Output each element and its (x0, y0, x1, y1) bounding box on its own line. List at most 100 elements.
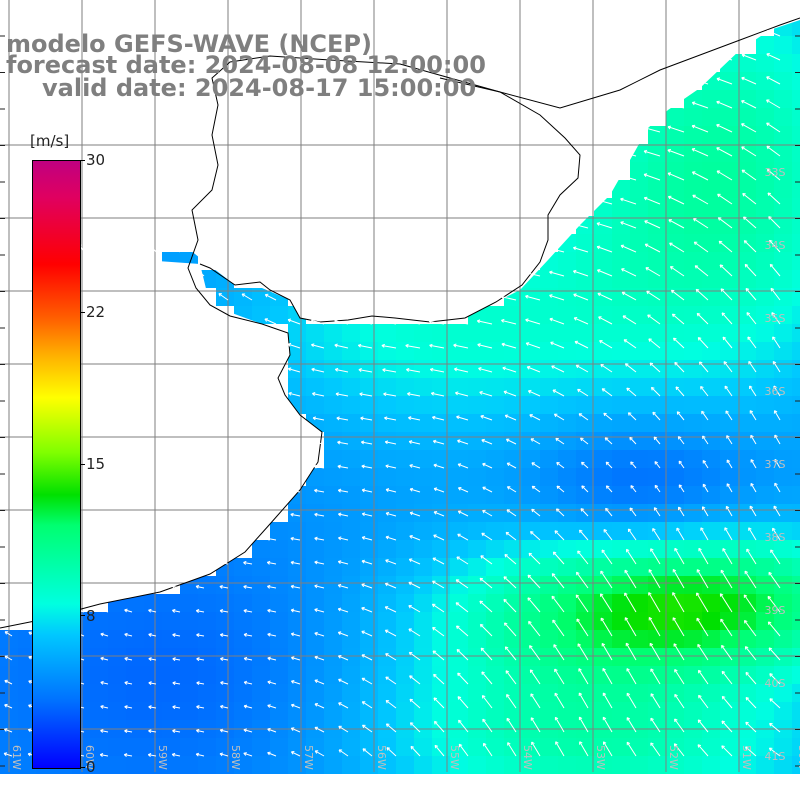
wind-cell (522, 324, 540, 342)
wind-cell (432, 540, 450, 558)
wind-arrow (718, 240, 733, 253)
wind-cell (648, 378, 666, 396)
wind-cell (558, 306, 576, 324)
wind-arrow (620, 174, 637, 181)
wind-cell (594, 234, 612, 252)
wind-cell (612, 450, 630, 468)
wind-arrow (482, 695, 493, 709)
wind-arrow (741, 54, 757, 61)
wind-arrow (626, 692, 637, 709)
wind-cell (684, 252, 702, 270)
wind-arrow (644, 127, 661, 133)
wind-cell (648, 162, 666, 180)
wind-cell (198, 756, 216, 774)
wind-cell (648, 324, 666, 342)
wind-arrow (455, 602, 469, 613)
wind-cell (468, 468, 486, 486)
wind-cell (504, 504, 522, 522)
wind-arrow (670, 266, 685, 277)
wind-cell (702, 432, 720, 450)
wind-cell (756, 162, 774, 180)
wind-cell (630, 594, 648, 612)
wind-arrow (504, 622, 517, 637)
wind-cell (234, 666, 252, 684)
wind-arrow (668, 103, 685, 109)
lon-label: 53W (594, 745, 607, 770)
wind-cell (450, 414, 468, 432)
wind-arrow (241, 293, 253, 301)
wind-cell (576, 558, 594, 576)
wind-cell (108, 630, 126, 648)
wind-arrow (578, 716, 589, 733)
wind-cell (450, 756, 468, 774)
wind-cell (306, 504, 324, 522)
wind-cell (180, 756, 198, 774)
wind-cell (360, 702, 378, 720)
wind-cell (576, 594, 594, 612)
wind-arrow (385, 583, 397, 589)
wind-cell (666, 414, 684, 432)
wind-cell (558, 450, 576, 468)
wind-cell (576, 630, 594, 648)
wind-arrow (100, 754, 109, 757)
wind-cell (792, 162, 800, 180)
wind-arrow (479, 577, 493, 589)
wind-cell (738, 522, 756, 540)
longitude-labels: 61W 60W 59W 58W 57W 56W 55W 54W 53W 52W 51W 50W (10, 745, 800, 770)
wind-cell (540, 738, 558, 756)
wind-cell (720, 486, 738, 504)
wind-cell (540, 756, 558, 774)
wind-cell (648, 288, 666, 306)
wind-arrow (691, 148, 709, 157)
wind-arrow (458, 510, 469, 517)
wind-arrow (338, 561, 349, 565)
wind-cell (792, 288, 800, 306)
wind-arrow (264, 318, 277, 325)
wind-cell (576, 756, 594, 774)
wind-cell (612, 342, 630, 360)
wind-arrow (750, 435, 757, 445)
wind-arrow (361, 607, 373, 613)
wind-arrow (553, 551, 565, 565)
wind-arrow (506, 509, 517, 517)
wind-arrow (623, 339, 637, 349)
wind-cell (522, 648, 540, 666)
wind-cell (702, 468, 720, 486)
wind-cell (522, 756, 540, 774)
wind-cell (306, 378, 324, 396)
wind-arrow (554, 717, 565, 733)
wind-arrow (577, 643, 589, 661)
wind-arrow (338, 749, 349, 757)
wind-arrow (291, 657, 301, 661)
wind-arrow (405, 345, 421, 349)
wind-cell (738, 252, 756, 270)
wind-arrow (313, 441, 325, 445)
wind-cell (720, 702, 738, 720)
wind-arrow (649, 362, 661, 373)
wind-arrow (575, 594, 589, 613)
wind-arrow (507, 486, 517, 493)
wind-cell (558, 288, 576, 306)
wind-cell (18, 630, 36, 648)
wind-arrow (505, 414, 517, 421)
wind-cell (504, 414, 522, 432)
wind-cell (468, 486, 486, 504)
wind-cell (774, 666, 792, 684)
wind-cell (792, 360, 800, 378)
colorbar-label-22: 22 (86, 303, 106, 321)
wind-cell (540, 612, 558, 630)
wind-cell (396, 594, 414, 612)
wind-arrow (408, 628, 421, 637)
wind-cell (774, 738, 792, 756)
wind-cell (180, 594, 198, 612)
wind-cell (576, 648, 594, 666)
wind-cell (522, 594, 540, 612)
wind-cell (612, 648, 630, 666)
wind-cell (558, 594, 576, 612)
wind-cell (432, 612, 450, 630)
wind-arrow (433, 674, 445, 685)
wind-cell (702, 684, 720, 702)
wind-cell (648, 414, 666, 432)
wind-cell (144, 612, 162, 630)
wind-arrow (172, 609, 181, 613)
